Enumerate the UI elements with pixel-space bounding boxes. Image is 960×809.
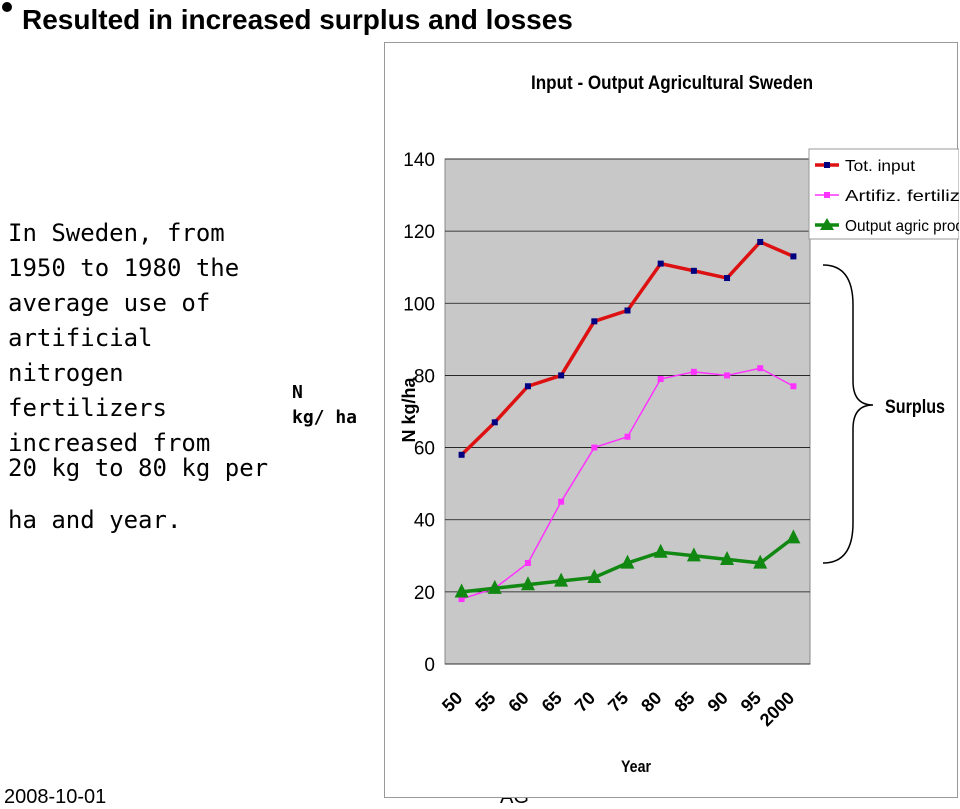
data-point	[620, 554, 635, 569]
x-tick-label: 55	[471, 688, 499, 716]
data-point	[587, 569, 602, 584]
body-paragraph-2: 20 kg to 80 kg per ha and year.	[8, 454, 269, 534]
legend-marker	[824, 192, 830, 198]
legend-marker	[820, 218, 834, 230]
data-point	[690, 267, 697, 274]
y-tick-label: 140	[403, 150, 435, 171]
data-point	[520, 576, 535, 591]
legend-label: Tot. input	[845, 158, 916, 175]
legend: Tot. input Artifiz. fertilizer Output agri…	[808, 148, 959, 240]
x-tick-label: 65	[538, 688, 566, 716]
data-point	[458, 451, 465, 458]
data-point	[786, 529, 801, 544]
chart-frame: Input - Output Agricultural Sweden 0 20 40…	[384, 42, 959, 798]
x-axis-label: Year	[621, 757, 651, 776]
unit-label: N kg/ ha	[292, 382, 358, 428]
y-axis-ticks: 0 20 40 60 80 100 120 140	[403, 150, 435, 676]
chart-title: Input - Output Agricultural Sweden	[531, 73, 813, 94]
x-tick-label: 2000	[756, 688, 798, 730]
data-point	[554, 572, 569, 587]
data-point	[657, 260, 664, 267]
grid-lines	[445, 158, 810, 665]
data-point	[720, 550, 735, 565]
x-tick-label: 85	[670, 688, 698, 716]
data-point	[524, 560, 531, 566]
surplus-brace	[822, 264, 874, 564]
data-point	[686, 547, 701, 562]
data-point	[491, 419, 498, 426]
legend-label: Artifiz. fertilizer	[845, 188, 959, 205]
series-layer	[454, 238, 801, 603]
x-tick-label: 90	[704, 688, 732, 716]
y-tick-label: 40	[414, 511, 435, 532]
data-point	[624, 307, 631, 314]
legend-label: Output agric prod	[845, 218, 959, 235]
y-tick-label: 120	[403, 222, 435, 243]
x-tick-label: 50	[438, 688, 466, 716]
data-point	[591, 444, 598, 451]
data-point	[454, 583, 469, 598]
slide-date: 2008-10-01	[4, 786, 107, 808]
data-point	[724, 372, 731, 379]
x-tick-label: 80	[637, 688, 665, 716]
data-point	[757, 238, 764, 245]
data-point	[757, 365, 764, 372]
slide-title: Resulted in increased surplus and losses	[22, 4, 573, 35]
data-point	[657, 376, 664, 383]
line-chart: Input - Output Agricultural Sweden 0 20 40…	[399, 73, 959, 776]
x-tick-label: 75	[604, 688, 632, 716]
data-point	[487, 579, 502, 594]
data-point	[558, 372, 565, 379]
y-tick-label: 80	[414, 366, 435, 387]
data-point	[653, 543, 668, 558]
x-tick-label: 60	[504, 688, 532, 716]
data-point	[591, 318, 598, 325]
y-tick-label: 0	[424, 655, 435, 676]
legend-marker	[824, 162, 830, 168]
data-point	[690, 368, 697, 375]
data-point	[558, 498, 565, 505]
data-point	[753, 554, 768, 569]
body-paragraph: In Sweden, from 1950 to 1980 the average…	[8, 219, 240, 457]
y-axis-label: N kg/ha	[399, 377, 419, 443]
data-point	[458, 596, 465, 603]
bullet-point	[2, 2, 12, 12]
x-tick-label: 70	[571, 688, 599, 716]
data-point	[790, 253, 797, 260]
data-point	[790, 383, 797, 390]
data-point	[724, 275, 731, 282]
y-tick-label: 20	[414, 583, 435, 604]
y-tick-label: 60	[414, 439, 435, 460]
y-tick-label: 100	[403, 294, 435, 315]
data-point	[624, 433, 631, 440]
data-point	[524, 383, 531, 390]
surplus-annotation: Surplus	[885, 397, 945, 418]
